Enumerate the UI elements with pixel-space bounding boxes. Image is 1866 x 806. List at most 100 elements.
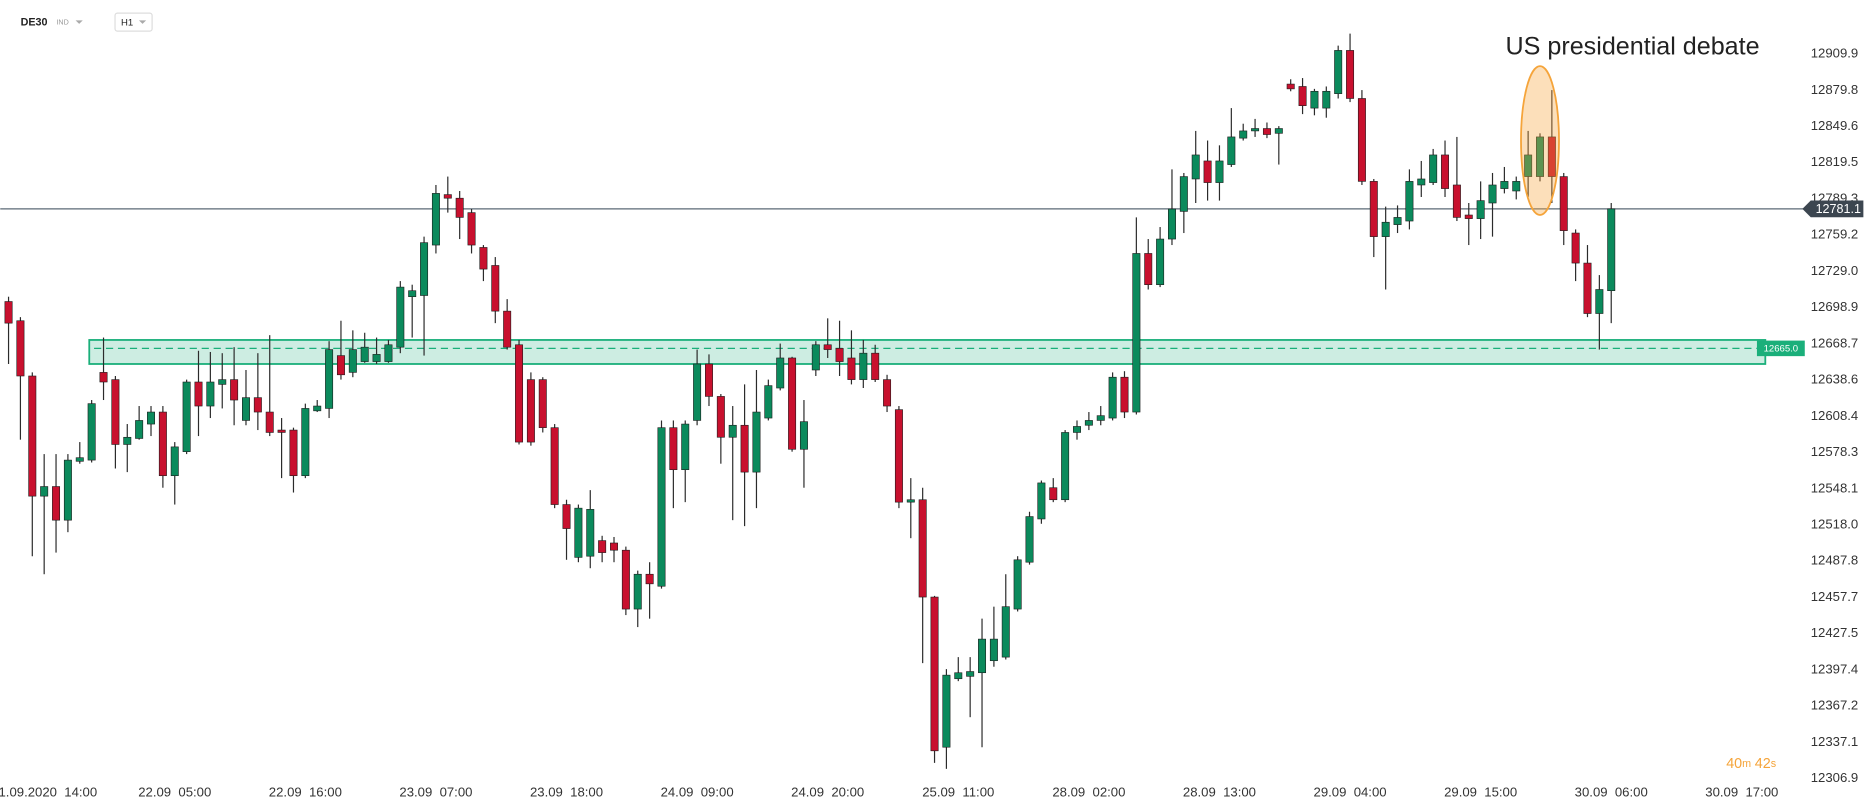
candle-body (1239, 130, 1248, 139)
candle-body (170, 446, 179, 477)
x-tick-label: 30.09 17:00 (1705, 784, 1778, 799)
candle-body (526, 379, 535, 443)
candle-body (1607, 208, 1616, 292)
candle-body (455, 197, 464, 218)
candle-body (230, 379, 239, 401)
y-tick-label: 12306.9 (1811, 770, 1859, 785)
candle-body (1049, 487, 1058, 501)
y-tick-label: 12337.1 (1811, 734, 1859, 749)
interval[interactable]: H1 (121, 17, 133, 28)
candle-body (989, 638, 998, 662)
candle-body (372, 354, 381, 362)
candle-body (1061, 432, 1070, 501)
symbol[interactable]: DE30 (21, 17, 48, 29)
x-tick-label: 22.09 16:00 (269, 784, 342, 799)
x-tick-label: 22.09 05:00 (138, 784, 211, 799)
candle-body (799, 421, 808, 450)
candle-body (1167, 208, 1176, 240)
y-tick-label: 12668.7 (1811, 335, 1859, 350)
market[interactable]: IND (56, 19, 68, 27)
candle-body (1013, 559, 1022, 610)
candle-body (716, 396, 725, 438)
y-tick-label: 12729.0 (1811, 263, 1859, 278)
candle-body (1203, 160, 1212, 183)
candle-body (515, 344, 524, 443)
candle-body (621, 549, 630, 610)
y-tick-label: 12518.0 (1811, 516, 1859, 531)
candle-body (918, 499, 927, 598)
candle-body (336, 355, 345, 376)
candle-body (40, 486, 49, 497)
candle-body (1595, 289, 1604, 314)
candle-body (479, 247, 488, 270)
candle-body (265, 411, 274, 433)
candle-body (1073, 426, 1081, 433)
candle-body (396, 286, 405, 348)
candle-body (883, 379, 892, 407)
candle-body (1500, 181, 1509, 189)
candle-body (1251, 128, 1260, 132)
candle-timer: 40m 42s (1726, 756, 1776, 772)
candle-body (242, 397, 250, 421)
candle-body (360, 346, 369, 362)
candle-body (1334, 50, 1343, 94)
candle-body (669, 427, 678, 471)
last-price-tag (1802, 200, 1864, 218)
x-tick-label: 23.09 18:00 (530, 784, 603, 799)
candle-body (1524, 154, 1533, 177)
interval-caret[interactable] (138, 20, 147, 24)
candle-body (978, 638, 987, 674)
candle-body (1441, 154, 1450, 189)
y-tick-label: 12849.6 (1811, 118, 1859, 133)
candle-body (408, 290, 417, 298)
candle-body (491, 265, 500, 312)
candle-body (847, 357, 856, 380)
candle-body (1108, 376, 1117, 419)
candle-body (681, 423, 690, 471)
candle-body (1393, 217, 1402, 225)
y-tick-label: 12397.4 (1811, 661, 1859, 676)
candle-body (1476, 200, 1485, 219)
candle-body (1405, 181, 1414, 222)
candle-body (1262, 128, 1271, 135)
candle-body (1429, 154, 1438, 183)
candle-body (1583, 262, 1592, 314)
candle-body (1369, 181, 1378, 237)
timer-m: m (1742, 758, 1751, 770)
market-caret[interactable] (75, 20, 83, 24)
candle-body (301, 408, 310, 477)
candle-body (218, 379, 227, 385)
candle-body (705, 363, 713, 397)
support-zone: 12665.0 (88, 339, 1805, 365)
interval-button[interactable] (114, 12, 153, 32)
candle-body (823, 344, 832, 350)
zone-level-tag (1756, 340, 1805, 357)
timer-minutes: 40 (1726, 756, 1742, 772)
candle-body (1536, 136, 1544, 177)
candle-body (1001, 606, 1010, 658)
candle-body (1215, 160, 1224, 183)
x-tick-label: 28.09 02:00 (1052, 784, 1125, 799)
candle-body (930, 596, 939, 752)
candle-body (586, 509, 595, 557)
candle-body (1310, 90, 1319, 109)
candle-body (253, 397, 262, 413)
candle-body (1025, 516, 1034, 563)
x-tick-label: 21.09.2020 14:00 (0, 784, 97, 799)
timer-seconds: 42 (1755, 756, 1771, 772)
candle-body (1381, 221, 1390, 237)
candle-body (503, 310, 512, 348)
candle-body (693, 363, 702, 421)
y-tick-label: 12548.1 (1811, 480, 1859, 495)
candle-body (1571, 232, 1580, 264)
candle-body (1547, 136, 1556, 177)
candle-body (894, 409, 903, 503)
candle-body (63, 459, 72, 521)
candle-body (966, 671, 975, 677)
candle-body (1559, 176, 1568, 231)
candle-body (1156, 238, 1165, 285)
candle-body (206, 381, 215, 407)
candle-body (1298, 86, 1307, 106)
